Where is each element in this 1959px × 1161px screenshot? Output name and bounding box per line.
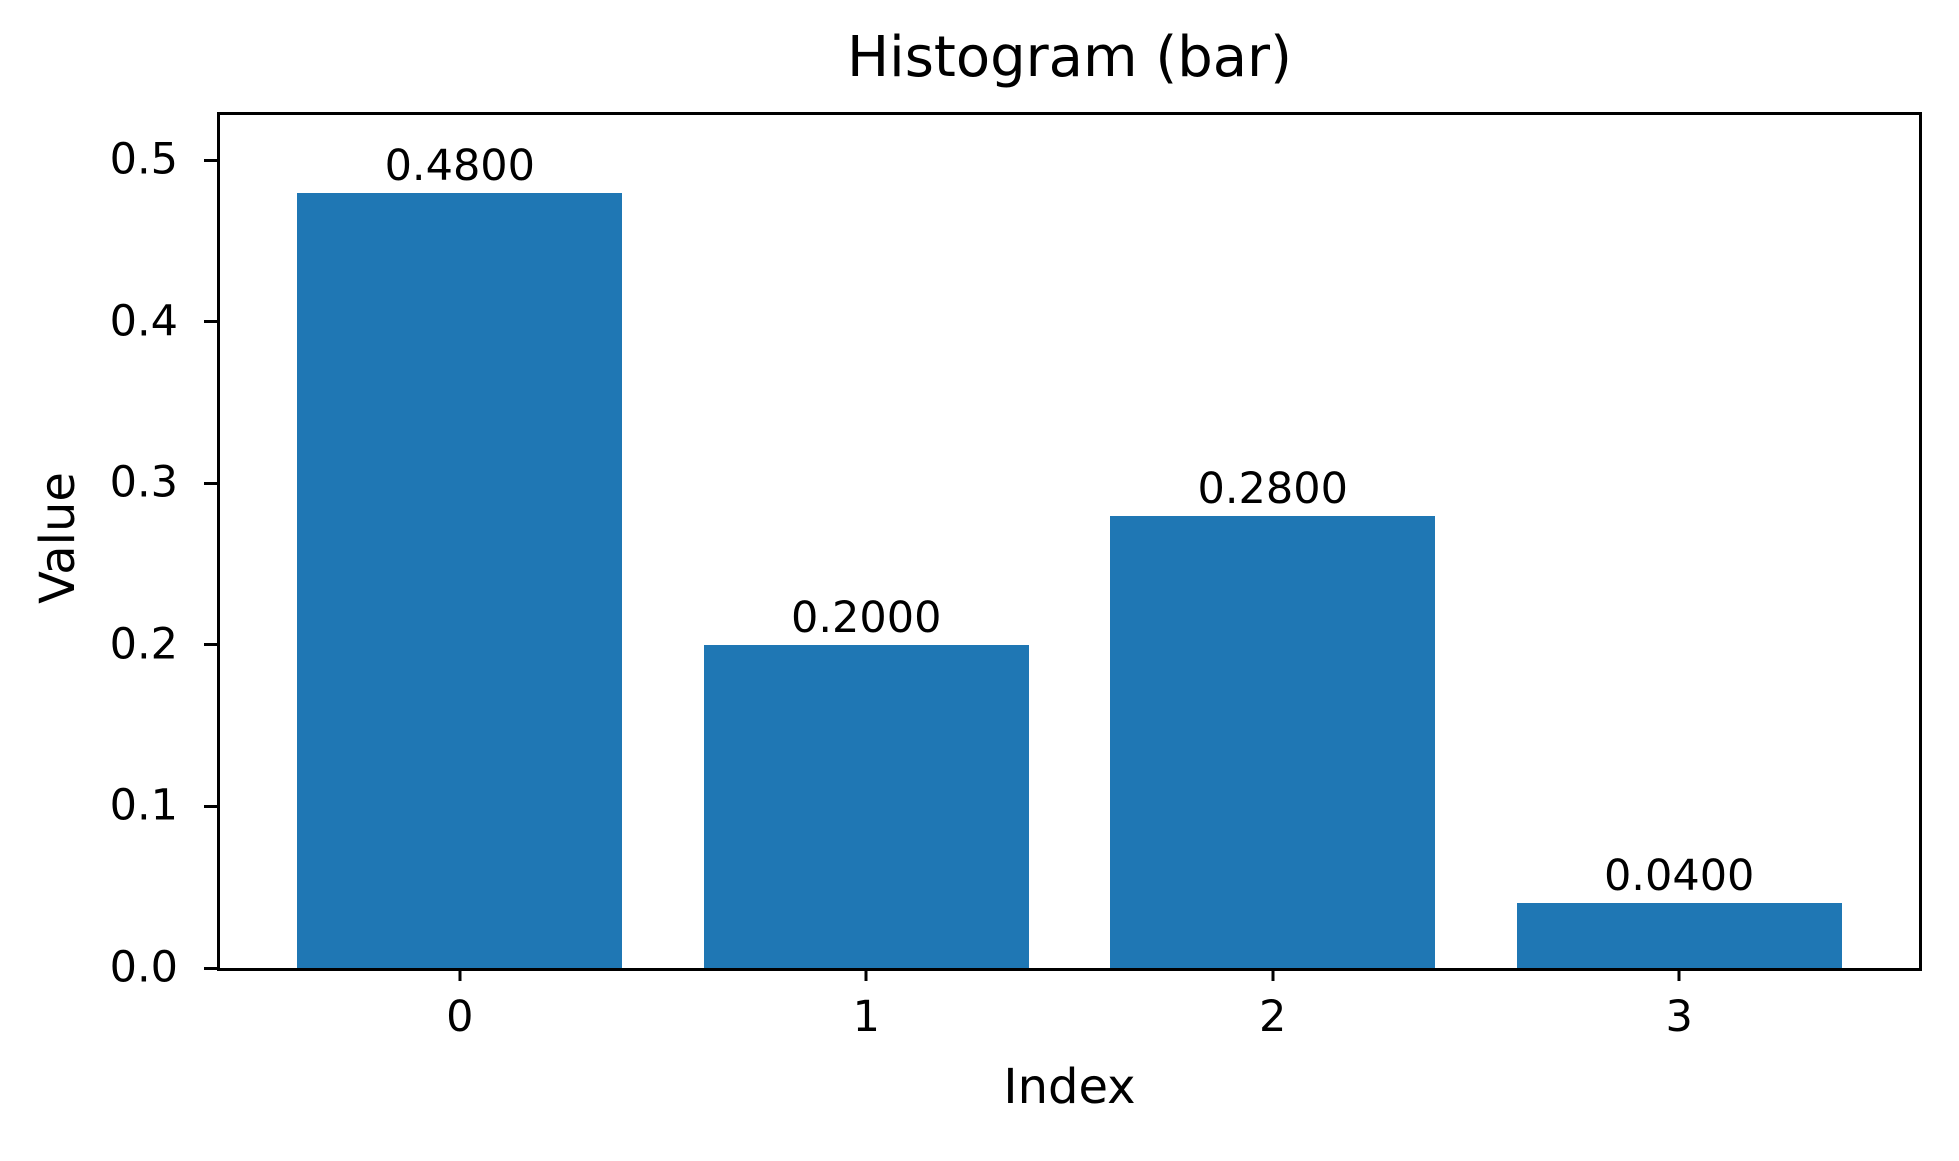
y-tick	[204, 643, 217, 647]
y-tick	[204, 158, 217, 162]
bar	[1516, 903, 1842, 968]
x-tick-label: 3	[1665, 992, 1693, 1042]
y-tick	[204, 966, 217, 970]
bar	[703, 644, 1029, 968]
x-tick-label: 2	[1259, 992, 1287, 1042]
y-tick-label: 0.5	[109, 134, 178, 185]
y-tick	[204, 320, 217, 324]
y-tick-label: 0.1	[109, 780, 178, 831]
y-axis-label: Value	[30, 472, 86, 604]
y-tick	[204, 804, 217, 808]
bar-value-label: 0.2800	[1197, 463, 1348, 514]
y-tick-label: 0.0	[109, 942, 178, 993]
x-tick	[1677, 968, 1681, 981]
bar-value-label: 0.4800	[384, 140, 536, 191]
y-tick-label: 0.2	[109, 619, 178, 670]
y-tick-label: 0.3	[109, 457, 178, 508]
bar	[297, 192, 623, 968]
y-tick	[204, 481, 217, 485]
x-tick	[1271, 968, 1275, 981]
x-tick	[458, 968, 462, 981]
x-tick-label: 1	[852, 992, 880, 1042]
x-tick	[864, 968, 868, 981]
bar-value-label: 0.0400	[1603, 851, 1755, 902]
bar-value-label: 0.2000	[791, 592, 942, 643]
x-tick-label: 0	[446, 992, 474, 1042]
plot-area: 0.0 0.1 0.2 0.3 0.4 0.5 0.4800 0 0.2000 1 0.2800 2 0…	[110, 112, 1922, 1039]
bar	[1110, 515, 1436, 968]
chart-title: Histogram (bar)	[847, 25, 1292, 90]
y-tick-label: 0.4	[109, 296, 178, 347]
x-axis-label: Index	[1003, 1059, 1136, 1115]
